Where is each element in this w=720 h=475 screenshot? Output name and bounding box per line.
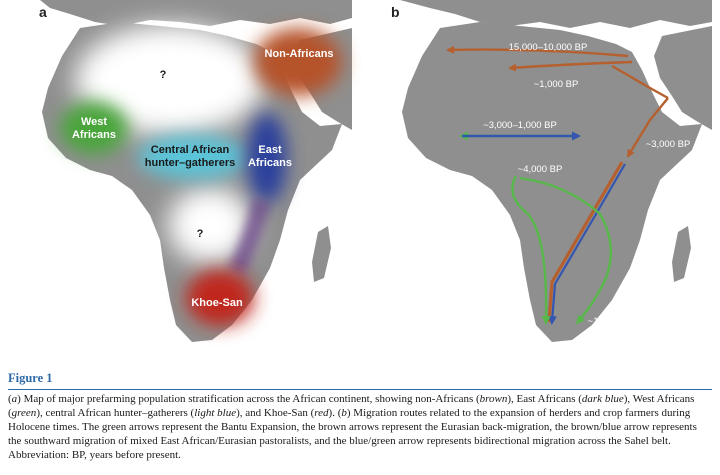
east-africans-cloud: [247, 113, 287, 203]
caption-part: ). (: [328, 407, 342, 419]
label-unknown-north: ?: [160, 69, 167, 81]
caption-panel-b-ref: b: [341, 407, 347, 419]
bantu-arrow-west: [511, 175, 551, 325]
label-west-africans-1: West: [81, 116, 107, 128]
label-unknown-south: ?: [197, 228, 204, 240]
caption-panel-a-ref: a: [11, 393, 18, 405]
southward-arrow-blue: [547, 163, 626, 325]
bantu-arrow-east: [519, 176, 612, 325]
back-migration-arrow-2: [508, 60, 633, 72]
panel-a: a Non-Africans ? West Africans Central A…: [39, 0, 352, 342]
southward-arrow-brown: [547, 161, 624, 323]
khoe-san-cloud: [186, 270, 254, 326]
caption-body: (a) Map of major prefarming population s…: [8, 392, 712, 462]
arabia-landmass-b: [654, 26, 712, 130]
back-migration-arrow-1: [446, 45, 629, 58]
central-hunter-gatherers-cloud: [138, 135, 248, 179]
caption-color-dark-blue: dark blue: [581, 393, 624, 405]
panel-b: b 15,000–10,000 BP ~1,000 BP ~3,000–1,00…: [391, 0, 712, 342]
europe-landmass: [40, 0, 352, 26]
label-1500-bp: ~1,500 BP: [588, 316, 633, 327]
africa-landmass-b: [402, 22, 702, 342]
label-non-africans: Non-Africans: [264, 48, 333, 60]
figure-caption: Figure 1 (a) Map of major prefarming pop…: [8, 370, 712, 475]
madagascar-b: [672, 226, 691, 282]
caption-part: ), East Africans (: [507, 393, 582, 405]
caption-part: (: [8, 393, 12, 405]
caption-color-brown: brown: [479, 393, 508, 405]
label-west-africans-2: Africans: [72, 129, 116, 141]
north-unknown-cloud: [75, 25, 265, 135]
label-3000-1000-bp: ~3,000–1,000 BP: [483, 120, 557, 131]
caption-divider: [8, 389, 712, 390]
label-4000-bp: ~4,000 BP: [518, 164, 563, 175]
east-africans-trail: [227, 197, 271, 277]
caption-part: ), and Khoe-San (: [236, 407, 315, 419]
caption-color-light-blue: light blue: [194, 407, 237, 419]
caption-title: Figure 1: [8, 371, 53, 385]
label-khoe-san: Khoe-San: [191, 297, 243, 309]
label-central-2: hunter–gatherers: [145, 157, 235, 169]
west-africans-cloud: [60, 102, 128, 154]
label-15000-10000-bp: 15,000–10,000 BP: [509, 42, 588, 53]
label-2000-bp: ~2,000 BP: [493, 331, 538, 342]
panel-a-letter: a: [39, 4, 47, 20]
non-africans-cloud: [254, 28, 342, 96]
panel-b-letter: b: [391, 4, 400, 20]
south-unknown-cloud: [168, 187, 252, 263]
caption-part: ) Map of major prefarming population str…: [17, 393, 480, 405]
figure-maps: a Non-Africans ? West Africans Central A…: [39, 0, 712, 342]
caption-part: ), central African hunter–gatherers (: [36, 407, 195, 419]
label-east-africans-1: East: [258, 144, 282, 156]
label-east-africans-2: Africans: [248, 157, 292, 169]
label-1000-bp: ~1,000 BP: [534, 79, 579, 90]
madagascar: [312, 226, 331, 282]
caption-color-green: green: [11, 407, 37, 419]
europe-landmass-b: [400, 0, 712, 28]
caption-color-red: red: [314, 407, 329, 419]
label-3000-bp: ~3,000 BP: [646, 139, 691, 150]
label-central-1: Central African: [151, 144, 230, 156]
caption-part: ) Migration routes related to the expans…: [8, 407, 697, 461]
back-migration-arrow-3: [611, 64, 669, 100]
caption-part: ), West Africans (: [8, 393, 695, 419]
back-migration-arrow-4: [626, 97, 669, 158]
